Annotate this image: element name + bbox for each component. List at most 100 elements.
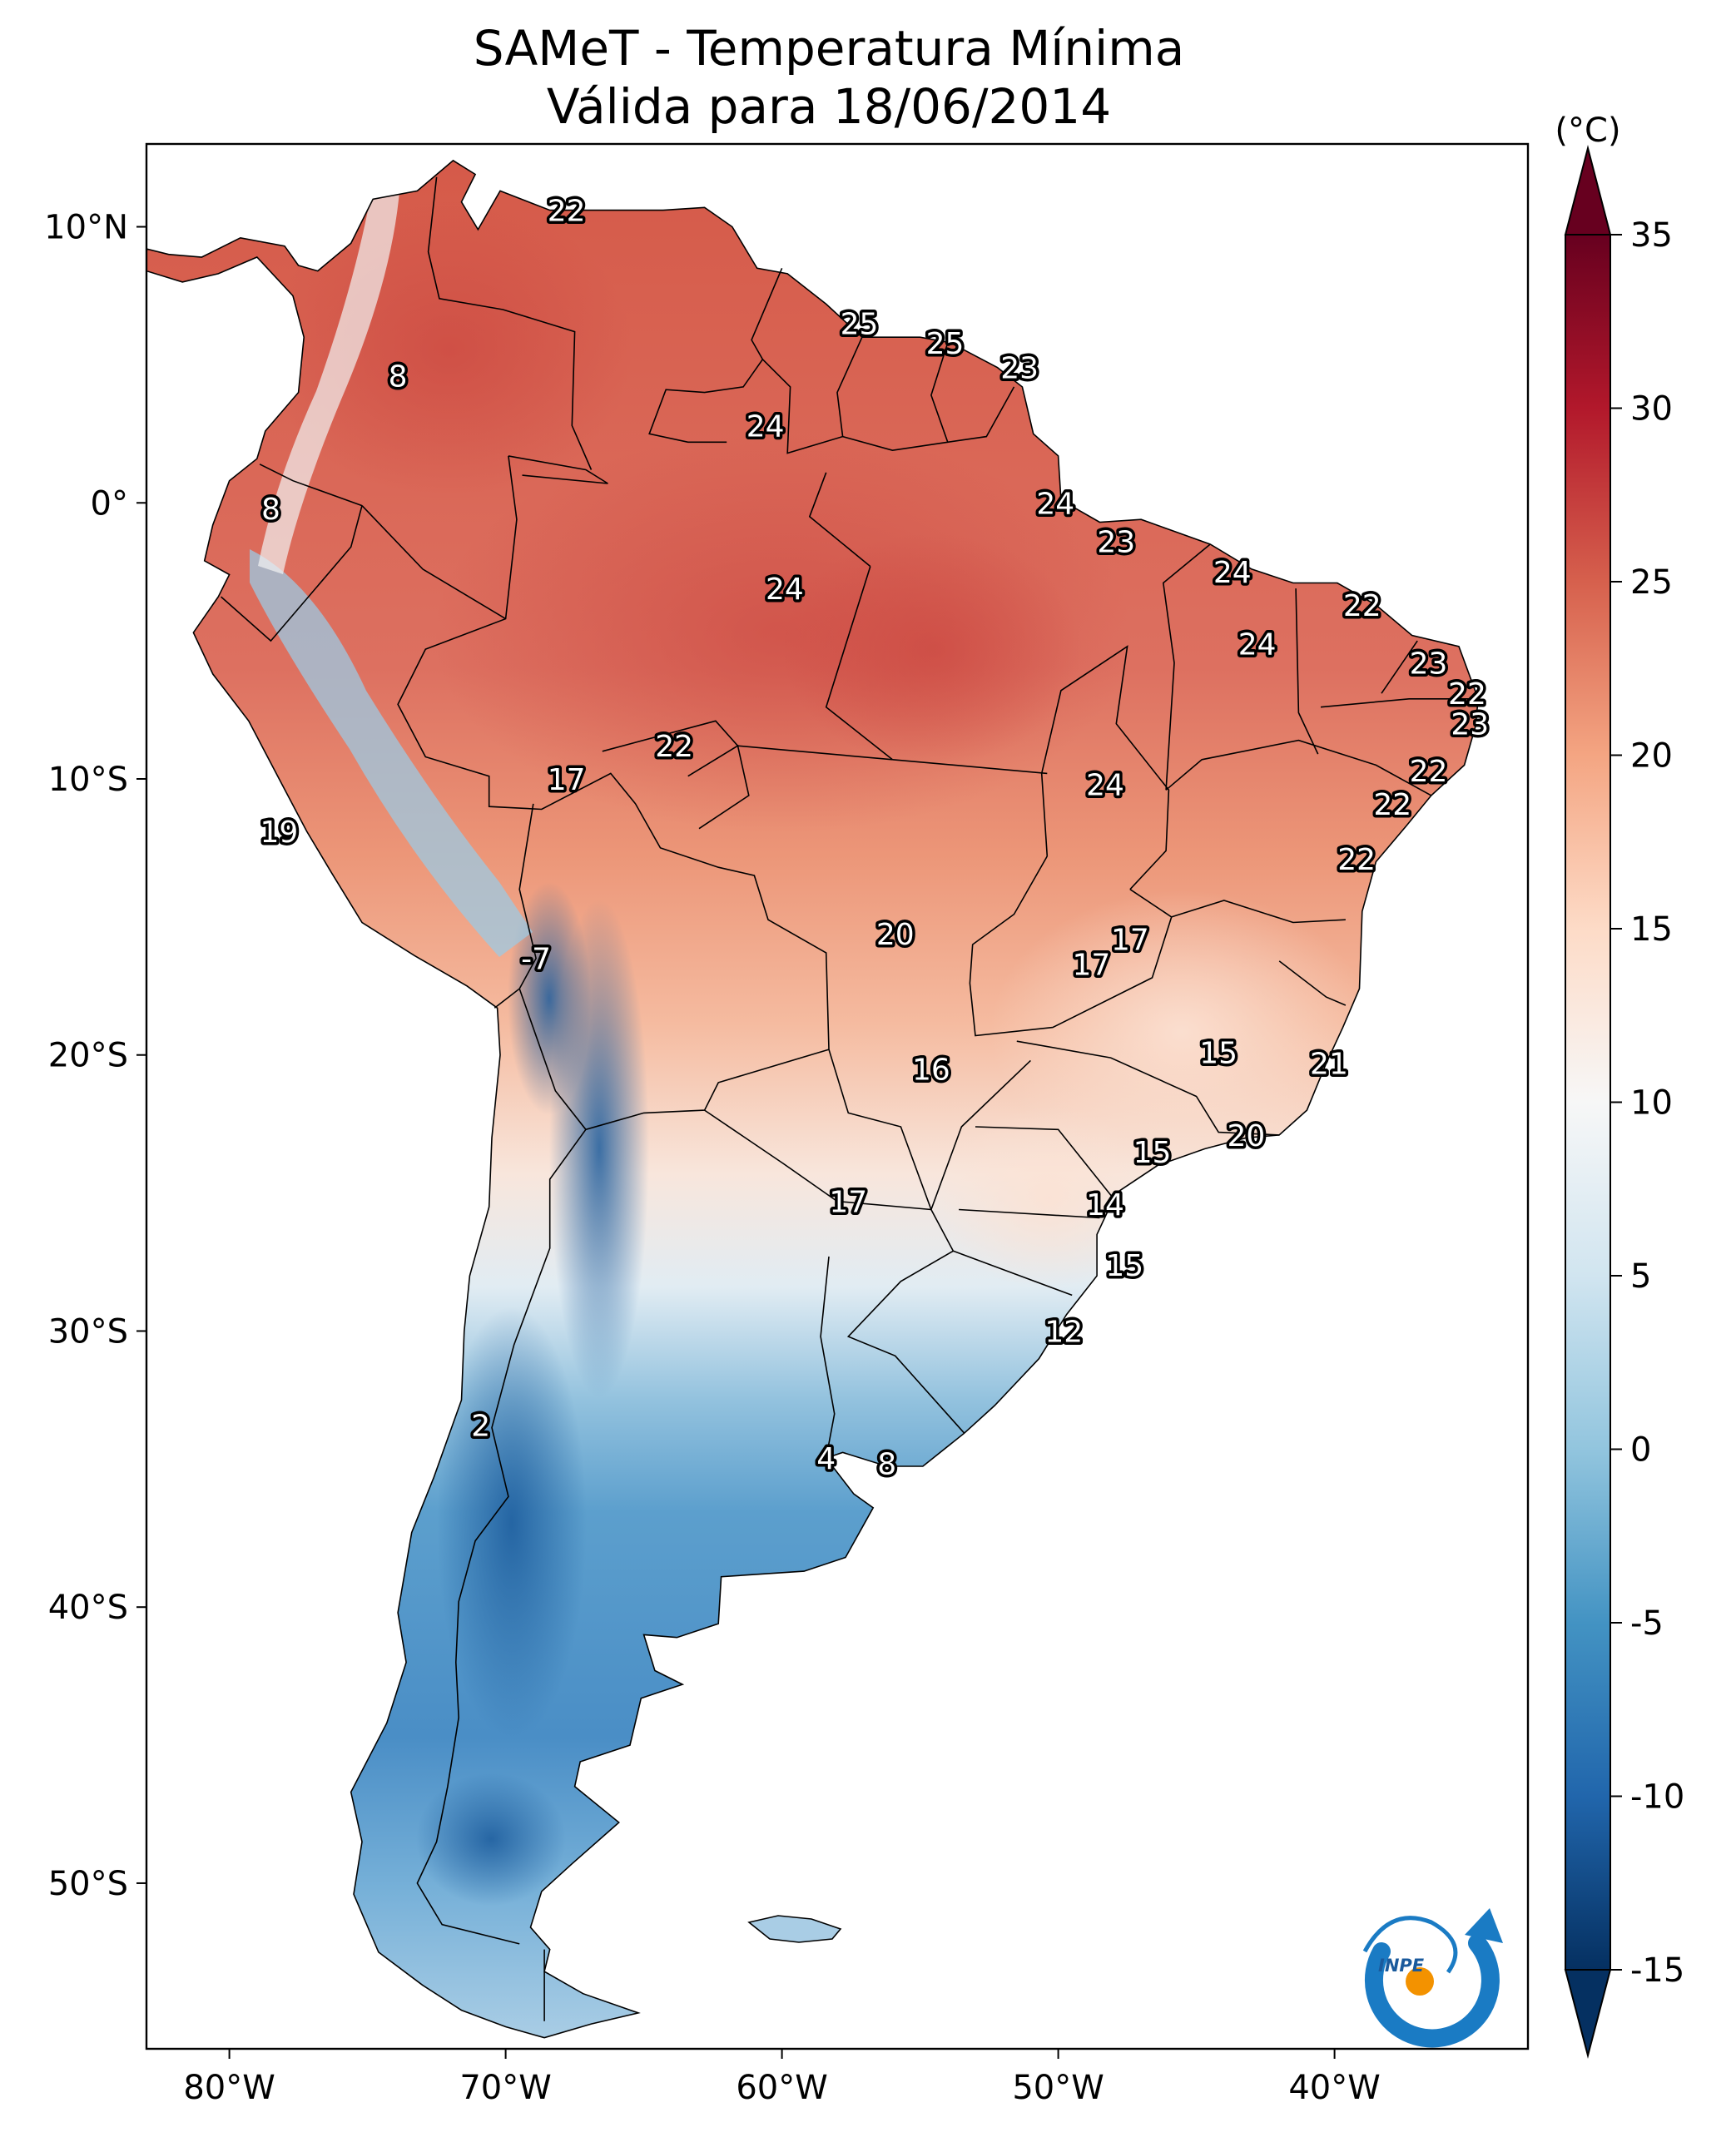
border-line (947, 386, 1015, 444)
inpe-logo-arrow-icon (1465, 1908, 1503, 1943)
station-value-label: 24 (1238, 627, 1277, 662)
border-line (959, 1208, 1100, 1219)
border-line (687, 744, 750, 830)
station-value-label: 20 (1227, 1119, 1265, 1153)
border-line (1295, 588, 1319, 755)
station-value-label: 23 (1410, 647, 1448, 682)
colorbar-top-extension (1564, 145, 1612, 236)
border-line (648, 267, 783, 444)
colorbar-ticks: 35 30 25 20 15 10 5 0 -5 -10 -15 (1610, 216, 1684, 1990)
station-value-label: 22 (548, 195, 586, 229)
station-value-label: 23 (1097, 526, 1135, 560)
station-value-label: 22 (1410, 755, 1448, 789)
inpe-logo-text: INPE (1378, 1956, 1425, 1976)
station-value-label: 24 (1213, 556, 1252, 590)
border-line (1016, 1040, 1280, 1136)
border-line (602, 720, 739, 752)
station-value-label: 22 (1337, 843, 1376, 877)
lat-tick-label: 50°S (48, 1865, 128, 1903)
border-line (975, 1126, 1114, 1199)
colorbar-tick-label: 20 (1630, 737, 1673, 776)
latitude-axis: 10°N 0° 10°S 20°S 30°S 40°S 50°S (44, 209, 146, 1903)
station-value-label: 17 (829, 1186, 867, 1220)
station-value-label: -7 (521, 943, 551, 977)
map-title-line2: Válida para 18/06/2014 (547, 78, 1111, 135)
colorbar-tick-label: 25 (1630, 563, 1673, 602)
station-value-label: 15 (1105, 1249, 1143, 1283)
border-line (969, 855, 1173, 1037)
border-line (361, 505, 507, 620)
colorbar-tick-label: 35 (1630, 216, 1673, 255)
colorbar-bottom-extension (1564, 1969, 1612, 2059)
lat-tick-label: 20°S (48, 1037, 128, 1075)
station-value-label: 23 (1451, 708, 1489, 742)
border-line (1165, 739, 1432, 796)
border-line (737, 745, 893, 761)
station-value-label: 22 (655, 730, 693, 764)
inpe-logo-ring-icon (1364, 1934, 1500, 2048)
lon-tick-label: 50°W (1012, 2069, 1104, 2107)
inpe-logo: INPE (1362, 1908, 1503, 2048)
inpe-logo-dot (1406, 1967, 1434, 1996)
border-line (416, 1128, 587, 1945)
lat-tick-label: 0° (91, 484, 128, 523)
station-value-label: 2 (471, 1409, 490, 1443)
inpe-logo-swirl-icon (1362, 1916, 1458, 1974)
longitude-axis: 80°W 70°W 60°W 50°W 40°W (183, 2049, 1381, 2107)
border-line (508, 455, 608, 484)
border-line (1278, 960, 1347, 1006)
lon-tick-label: 40°W (1288, 2069, 1380, 2107)
station-value-label: 25 (926, 327, 965, 361)
lat-tick-label: 40°S (48, 1589, 128, 1627)
colorbar-tick-label: -15 (1630, 1951, 1684, 1990)
colorbar-bar (1565, 234, 1611, 1971)
border-line (1162, 543, 1211, 791)
border-line (825, 566, 893, 761)
station-value-label: 24 (746, 409, 785, 444)
border-line (1040, 645, 1170, 890)
border-line (1381, 640, 1418, 694)
station-value-label: 4 (816, 1442, 836, 1476)
station-value-label: 17 (548, 763, 586, 797)
continent-coastline (146, 159, 1480, 2039)
station-value-label: 8 (877, 1448, 896, 1482)
station-value-label: 15 (1133, 1136, 1172, 1170)
border-line (704, 1109, 931, 1211)
lon-tick-label: 80°W (183, 2069, 275, 2107)
border-line (820, 1256, 836, 1459)
map-title-line1: SAMeT - Temperatura Mínima (474, 20, 1185, 77)
station-value-label: 22 (1448, 677, 1486, 712)
map-frame (145, 142, 1530, 2050)
station-value-label: 15 (1199, 1036, 1238, 1070)
station-value-label: 14 (1086, 1188, 1124, 1222)
border-line (761, 336, 863, 454)
border-line (427, 176, 593, 470)
station-value-label: 12 (1044, 1315, 1083, 1349)
border-line (930, 1059, 1031, 1210)
station-value-label: 23 (1000, 352, 1039, 386)
falkland-islands (747, 1915, 842, 1943)
border-line (1171, 900, 1346, 924)
station-value-label: 24 (766, 573, 804, 607)
station-value-label: 8 (389, 360, 408, 394)
colorbar-unit-label: (°C) (1555, 112, 1620, 150)
border-line (494, 803, 537, 1009)
border-line (518, 988, 830, 1131)
colorbar-tick-label: 5 (1630, 1257, 1651, 1296)
border-line (221, 505, 363, 642)
border-line (892, 759, 1048, 775)
station-value-label: 8 (261, 493, 280, 527)
colorbar-tick-label: 10 (1630, 1084, 1673, 1123)
station-value-label: 17 (1111, 923, 1149, 957)
station-value-label: 20 (876, 918, 915, 952)
lat-tick-label: 10°S (48, 761, 128, 799)
station-value-label: 16 (912, 1053, 950, 1087)
border-line (259, 464, 363, 507)
border-line (1320, 698, 1479, 708)
colorbar-tick-label: 15 (1630, 910, 1673, 949)
station-value-label: 22 (1343, 589, 1381, 623)
colorbar-tick-label: -5 (1630, 1604, 1664, 1643)
lat-tick-label: 10°N (44, 209, 128, 247)
